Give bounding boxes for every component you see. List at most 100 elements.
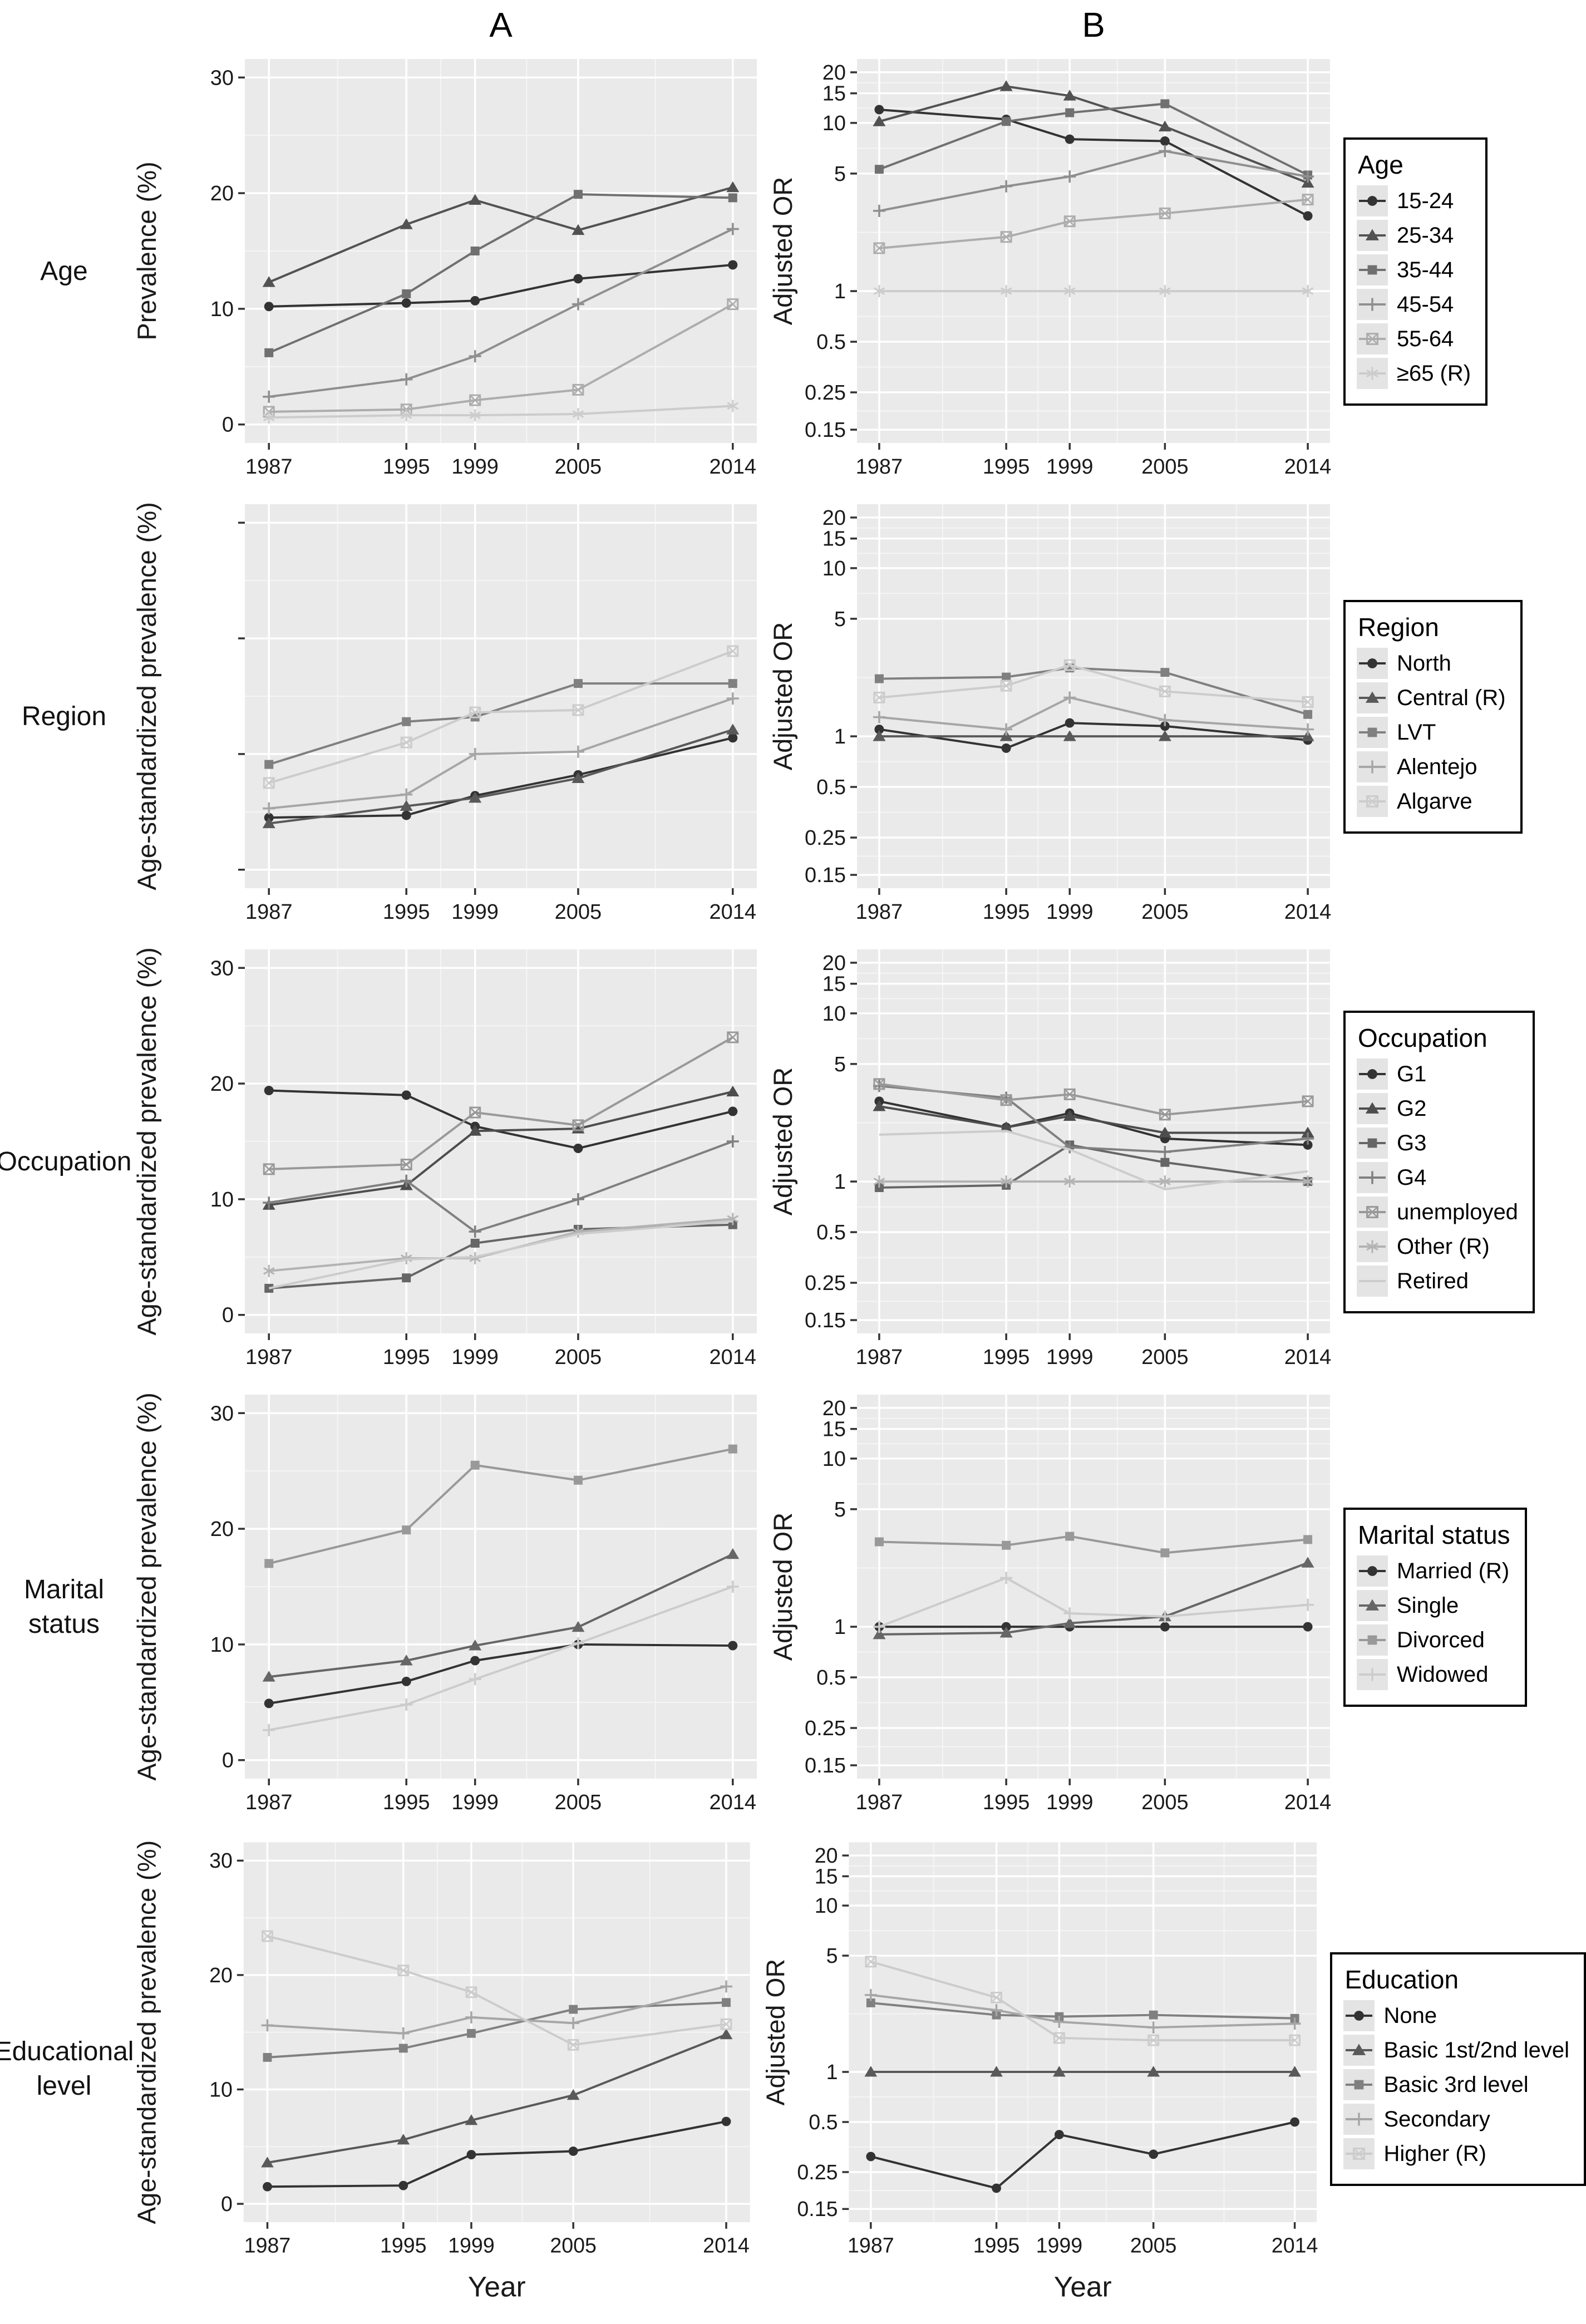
svg-text:0.5: 0.5 bbox=[816, 1666, 846, 1690]
svg-text:10: 10 bbox=[210, 298, 234, 321]
svg-text:1987: 1987 bbox=[244, 2233, 291, 2257]
legend-item: Central (R) bbox=[1357, 682, 1506, 713]
svg-text:1995: 1995 bbox=[983, 1346, 1030, 1369]
legend-item: Other (R) bbox=[1357, 1231, 1518, 1262]
svg-text:2014: 2014 bbox=[1284, 900, 1332, 924]
svg-text:1995: 1995 bbox=[383, 455, 430, 479]
legend-key-none-icon bbox=[1357, 1266, 1388, 1297]
svg-text:Adjusted OR: Adjusted OR bbox=[771, 1513, 797, 1661]
svg-text:0.15: 0.15 bbox=[797, 2197, 838, 2220]
svg-text:15: 15 bbox=[822, 1418, 846, 1441]
row-educational-level: Educational level 1987 1995 1999 2005 2014 0 10… bbox=[0, 1830, 1586, 2308]
chart-rows-container: Age 1987 1995 1999 2005 2014 0 10 20 30 Prevalence… bbox=[0, 49, 1586, 2308]
legend-key-square-icon bbox=[1343, 2069, 1375, 2100]
legend-cell-region: Region North Central (R) LVT Alentejo Algarve bbox=[1336, 494, 1586, 939]
svg-text:1: 1 bbox=[826, 2060, 838, 2084]
svg-text:10: 10 bbox=[209, 2077, 233, 2101]
legend-title-marital-status: Marital status bbox=[1358, 1520, 1510, 1549]
svg-text:1987: 1987 bbox=[856, 1791, 903, 1814]
svg-text:10: 10 bbox=[822, 557, 846, 580]
legend-item: Higher (R) bbox=[1343, 2138, 1569, 2169]
svg-text:Age-standardized prevalence (%: Age-standardized prevalence (%) bbox=[132, 1392, 161, 1781]
titles-row-spacer bbox=[0, 6, 128, 49]
legend-item-label: 15-24 bbox=[1397, 188, 1454, 213]
legend-item: 25-34 bbox=[1357, 220, 1471, 251]
svg-text:2005: 2005 bbox=[555, 455, 602, 479]
svg-text:1999: 1999 bbox=[451, 900, 499, 924]
legend-item-label: Secondary bbox=[1383, 2106, 1490, 2131]
svg-text:Adjusted OR: Adjusted OR bbox=[771, 622, 797, 770]
svg-text:30: 30 bbox=[210, 66, 234, 90]
svg-text:2014: 2014 bbox=[710, 1791, 757, 1814]
svg-text:15: 15 bbox=[822, 528, 846, 551]
legend-item: None bbox=[1343, 2000, 1569, 2031]
legend-item: Widowed bbox=[1357, 1659, 1510, 1690]
svg-text:30: 30 bbox=[209, 1849, 233, 1872]
educational-level-adjusted-or-chart: 1987 1995 1999 2005 20140.150.250.515101520A… bbox=[764, 1842, 1318, 2303]
legend-item-label: Central (R) bbox=[1397, 685, 1506, 710]
svg-text:Prevalence (%): Prevalence (%) bbox=[132, 161, 161, 340]
svg-text:2005: 2005 bbox=[555, 1346, 602, 1369]
svg-text:0.5: 0.5 bbox=[816, 331, 846, 354]
legend-title-occupation: Occupation bbox=[1358, 1023, 1488, 1052]
svg-text:2014: 2014 bbox=[710, 1346, 757, 1369]
svg-text:2005: 2005 bbox=[555, 1791, 602, 1814]
svg-text:1999: 1999 bbox=[451, 1791, 499, 1814]
legend-item: Divorced bbox=[1357, 1624, 1510, 1656]
age-adjusted-or-chart: 1987 1995 1999 2005 20140.150.250.515101520A… bbox=[771, 59, 1331, 479]
legend-item-label: Widowed bbox=[1397, 1662, 1489, 1687]
svg-text:5: 5 bbox=[834, 1053, 846, 1076]
legend-item-label: 55-64 bbox=[1397, 326, 1454, 351]
svg-text:2014: 2014 bbox=[710, 455, 757, 479]
svg-text:1999: 1999 bbox=[1046, 1791, 1094, 1814]
svg-text:15: 15 bbox=[815, 1864, 838, 1888]
legend-key-square-icon bbox=[1357, 1127, 1388, 1159]
svg-text:1995: 1995 bbox=[383, 900, 430, 924]
svg-text:20: 20 bbox=[209, 1963, 233, 1987]
svg-text:0.25: 0.25 bbox=[805, 381, 846, 405]
svg-text:1995: 1995 bbox=[983, 900, 1030, 924]
svg-text:1999: 1999 bbox=[1036, 2233, 1083, 2257]
svg-text:2005: 2005 bbox=[555, 900, 602, 924]
legend-item: Married (R) bbox=[1357, 1555, 1510, 1587]
marital-status-prevalence-chart: 1987 1995 1999 2005 2014 0 10 20 30 Age-standardi… bbox=[132, 1392, 757, 1814]
legend-item-label: G3 bbox=[1397, 1130, 1427, 1155]
legend-item-label: G1 bbox=[1397, 1061, 1427, 1086]
row-marital-status: Marital status 1987 1995 1999 2005 2014 0 10 20 3… bbox=[0, 1385, 1586, 1830]
legend-item-label: Basic 1st/2nd level bbox=[1383, 2037, 1569, 2062]
svg-text:10: 10 bbox=[822, 1447, 846, 1471]
educational-level-prevalence-chart: 1987 1995 1999 2005 2014 0 10 20 30 Age-standardi… bbox=[132, 1840, 750, 2303]
legend-region: Region North Central (R) LVT Alentejo Algarve bbox=[1343, 600, 1523, 834]
legend-key-asterisk-icon bbox=[1357, 1231, 1388, 1262]
svg-text:1987: 1987 bbox=[245, 900, 293, 924]
legend-cell-educational-level: Education None Basic 1st/2nd level Basic 3r… bbox=[1322, 1830, 1586, 2308]
svg-text:0: 0 bbox=[222, 1304, 234, 1327]
svg-text:20: 20 bbox=[822, 61, 846, 85]
svg-text:1987: 1987 bbox=[856, 455, 903, 479]
svg-text:1987: 1987 bbox=[245, 1791, 293, 1814]
svg-text:0.25: 0.25 bbox=[805, 1717, 846, 1740]
legend-item: unemployed bbox=[1357, 1197, 1518, 1228]
svg-text:5: 5 bbox=[826, 1944, 838, 1967]
svg-text:5: 5 bbox=[834, 163, 846, 186]
svg-text:Age-standardized prevalence (%: Age-standardized prevalence (%) bbox=[132, 947, 161, 1336]
svg-text:30: 30 bbox=[210, 957, 234, 980]
svg-text:2014: 2014 bbox=[1284, 1791, 1332, 1814]
svg-text:5: 5 bbox=[834, 608, 846, 631]
panel-a-title: A bbox=[489, 6, 513, 45]
row-label-age: Age bbox=[40, 256, 88, 286]
legend-item-label: None bbox=[1383, 2003, 1437, 2028]
svg-text:1987: 1987 bbox=[856, 900, 903, 924]
legend-key-triangle-icon bbox=[1357, 1590, 1388, 1621]
legend-item-label: ≥65 (R) bbox=[1397, 361, 1471, 386]
svg-text:1999: 1999 bbox=[1046, 900, 1094, 924]
svg-text:1999: 1999 bbox=[1046, 455, 1094, 479]
legend-item: G1 bbox=[1357, 1058, 1518, 1090]
legend-key-square-x-icon bbox=[1357, 323, 1388, 354]
legend-key-circle-icon bbox=[1357, 185, 1388, 216]
svg-text:1: 1 bbox=[834, 725, 846, 749]
legend-key-circle-icon bbox=[1343, 2000, 1375, 2031]
legend-item: Retired bbox=[1357, 1266, 1518, 1297]
svg-text:10: 10 bbox=[210, 1633, 234, 1657]
